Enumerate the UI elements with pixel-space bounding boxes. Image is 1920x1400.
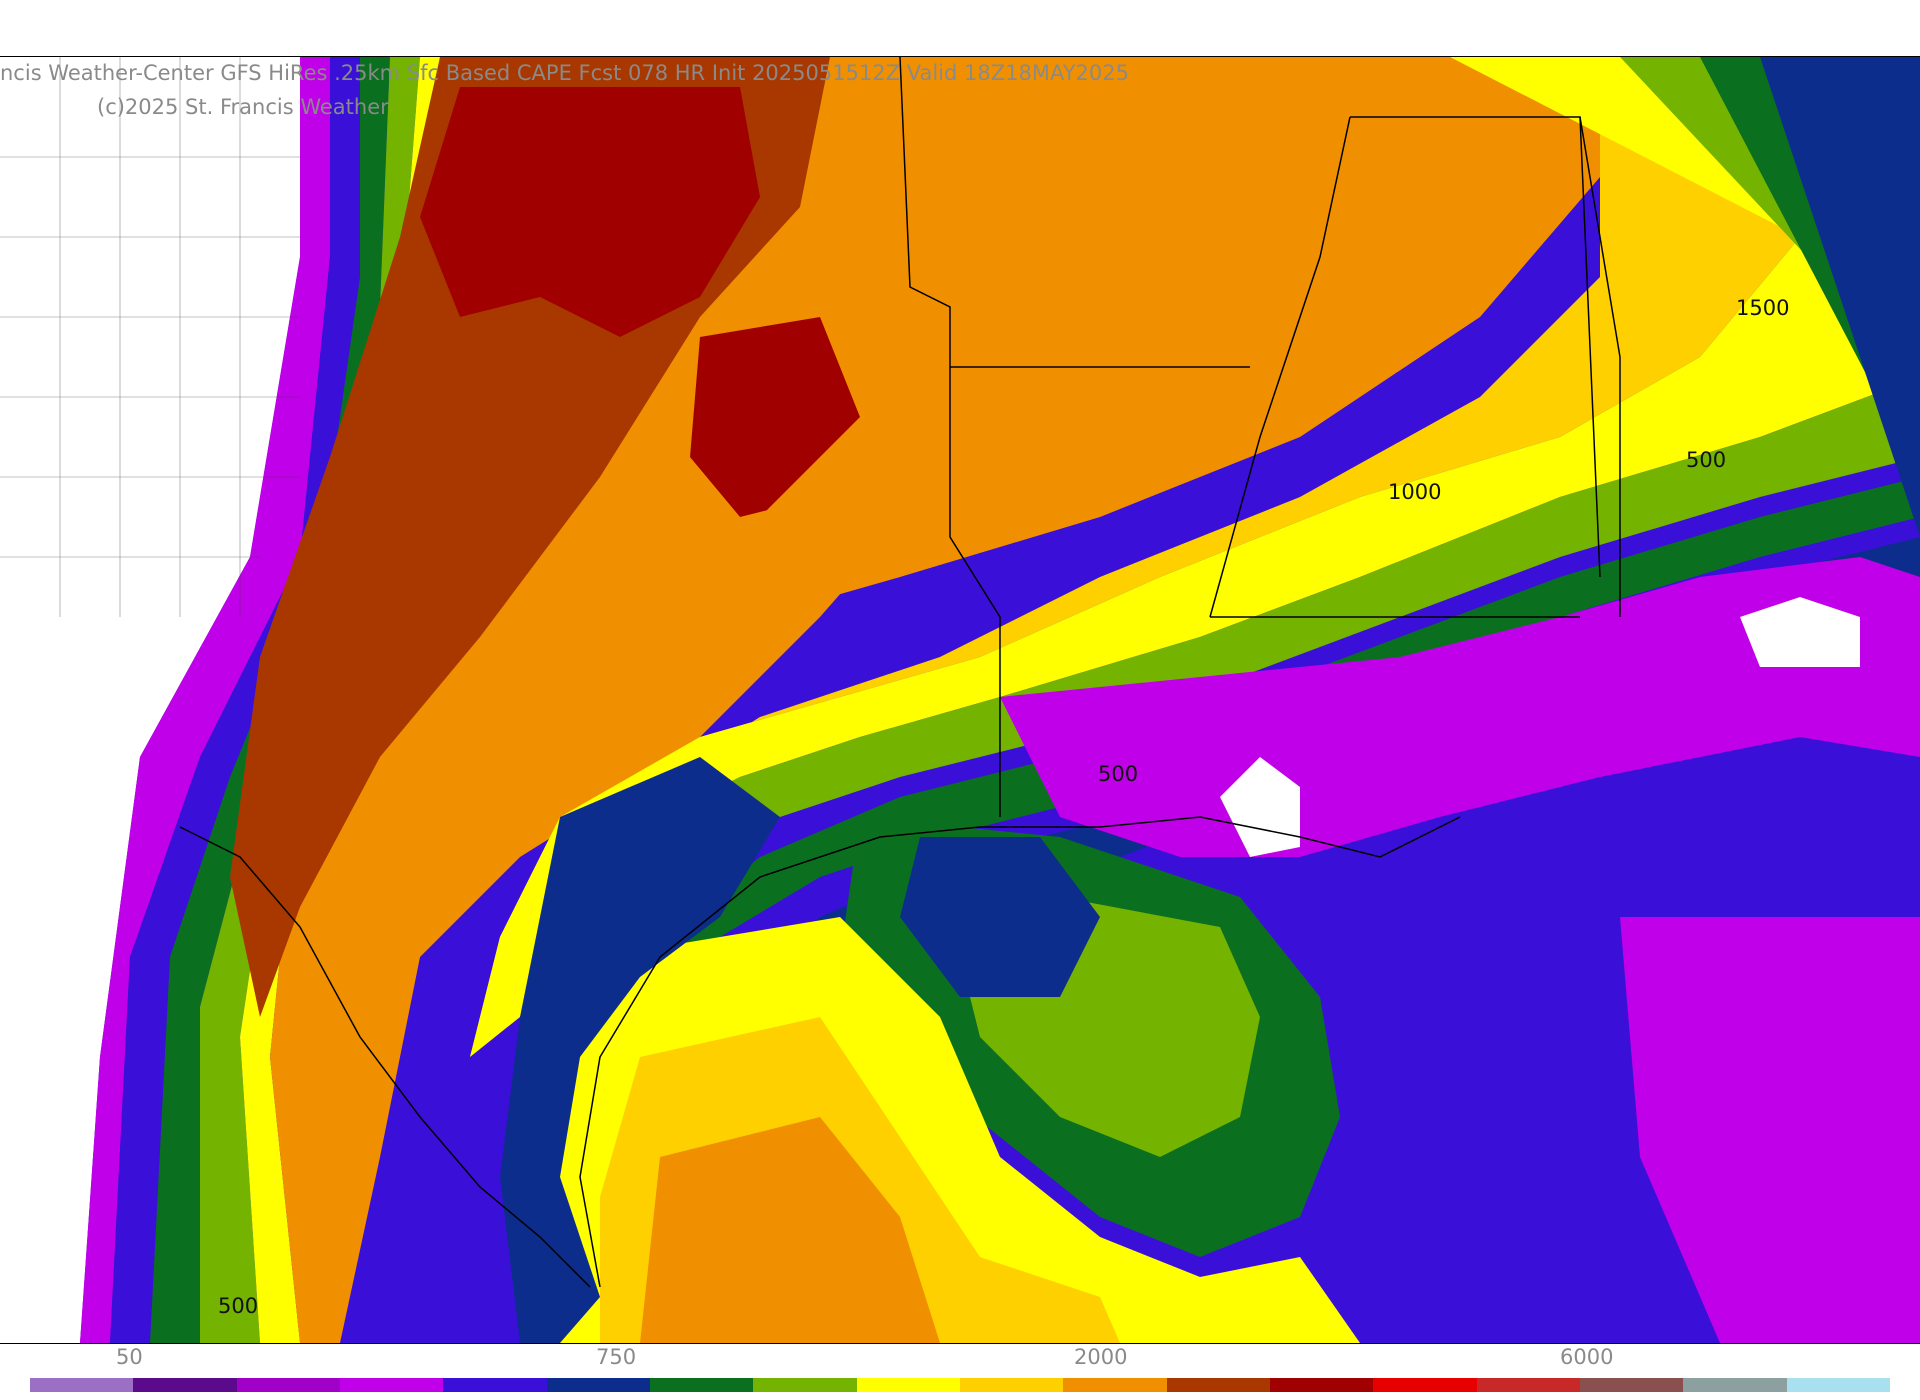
contour-label-1000: 1000 — [1388, 480, 1442, 504]
colorbar-segment — [546, 1378, 650, 1392]
contour-label-500-west: 500 — [218, 1294, 259, 1318]
cape-contour-field — [0, 57, 1920, 1343]
state-borders — [179, 57, 1621, 1288]
colorbar-tick-2000: 2000 — [1074, 1345, 1128, 1369]
colorbar-tick-6000: 6000 — [1560, 1345, 1614, 1369]
colorbar-segment — [959, 1378, 1064, 1392]
colorbar-segment — [1579, 1378, 1684, 1392]
cape-map — [0, 56, 1920, 1344]
contour-label-1500: 1500 — [1736, 296, 1790, 320]
colorbar-segment — [443, 1378, 547, 1392]
colorbar-segment — [1476, 1378, 1580, 1392]
colorbar-segment — [1373, 1378, 1477, 1392]
colorbar-segment — [236, 1378, 340, 1392]
colorbar-segment — [649, 1378, 754, 1392]
colorbar — [30, 1378, 1890, 1392]
colorbar-segment — [753, 1378, 857, 1392]
colorbar-segment — [30, 1378, 134, 1392]
map-title: ncis Weather-Center GFS HiRes .25km Sfc … — [0, 61, 1129, 85]
no-cape-region-west — [0, 57, 300, 1343]
contour-label-500-east: 500 — [1686, 448, 1727, 472]
very-high-cape-red — [420, 87, 760, 337]
low-cape-magenta — [1000, 557, 1920, 857]
county-lines — [0, 57, 300, 617]
colorbar-segment — [1786, 1378, 1890, 1392]
colorbar-segment — [1269, 1378, 1374, 1392]
colorbar-tick-750: 750 — [596, 1345, 637, 1369]
colorbar-segment — [1063, 1378, 1167, 1392]
colorbar-segment — [1166, 1378, 1270, 1392]
colorbar-segment — [133, 1378, 237, 1392]
colorbar-segment — [856, 1378, 960, 1392]
colorbar-segment — [339, 1378, 444, 1392]
colorbar-segment — [1683, 1378, 1787, 1392]
copyright-line: (c)2025 St. Francis Weather — [97, 95, 389, 119]
colorbar-tick-50: 50 — [116, 1345, 143, 1369]
contour-label-500-coast: 500 — [1098, 762, 1139, 786]
